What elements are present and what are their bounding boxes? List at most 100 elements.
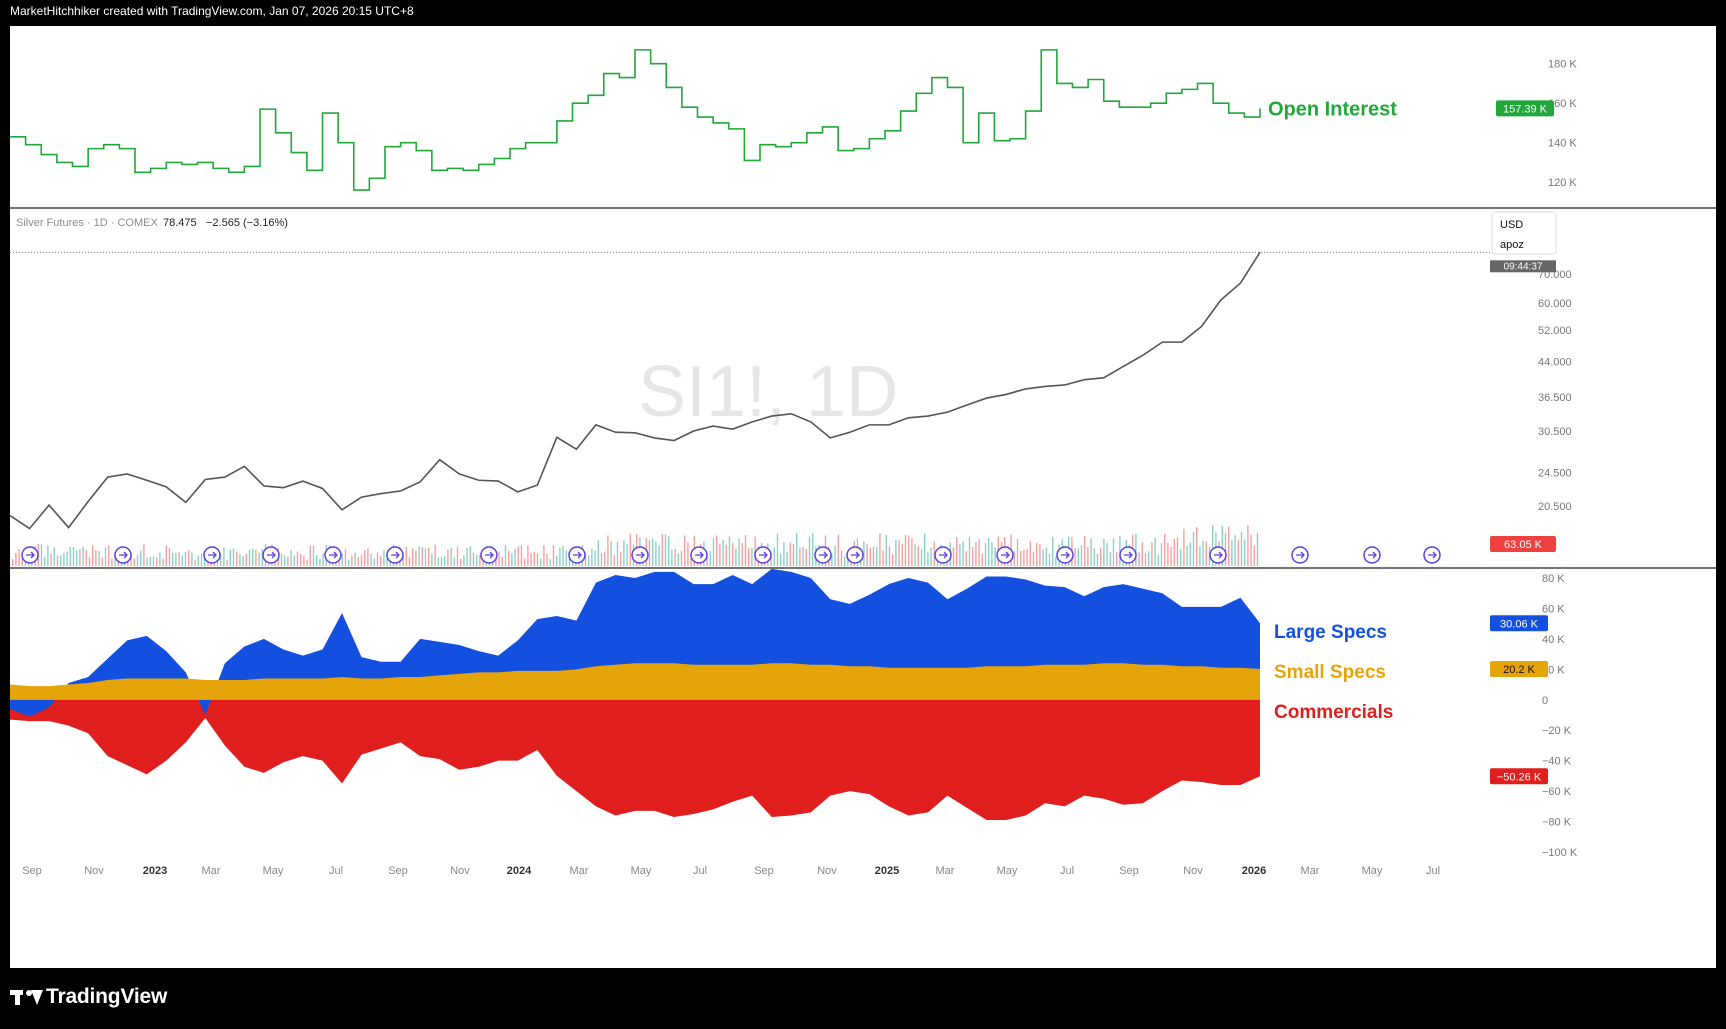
tradingview-logo[interactable]: TradingView	[10, 985, 167, 1009]
volume-bar	[738, 538, 740, 566]
volume-bar	[796, 533, 798, 566]
volume-bar	[66, 551, 68, 566]
volume-bar	[591, 548, 593, 566]
volume-bar	[284, 555, 286, 566]
cot-y-tick: −100 K	[1542, 847, 1578, 859]
volume-bar	[559, 547, 561, 566]
volume-bar	[959, 543, 961, 566]
volume-bar	[1052, 536, 1054, 566]
volume-bar	[1077, 548, 1079, 566]
volume-bar	[1148, 551, 1150, 566]
volume-bar	[255, 549, 257, 566]
volume-bar	[245, 553, 247, 566]
volume-bar	[1164, 533, 1166, 566]
volume-bar	[104, 547, 107, 566]
volume-bar	[671, 549, 673, 566]
volume-bar	[604, 551, 606, 566]
volume-bar	[962, 541, 964, 566]
volume-bar	[1090, 538, 1092, 566]
oi-y-tick: 140 K	[1548, 138, 1577, 150]
volume-bar	[184, 551, 187, 566]
volume-bar	[984, 543, 987, 566]
volume-bar	[1016, 539, 1019, 566]
volume-bar	[479, 554, 481, 566]
volume-bar	[834, 545, 836, 566]
volume-bar	[322, 553, 324, 566]
x-axis-tick: Jul	[693, 865, 707, 877]
volume-bar	[956, 537, 958, 566]
volume-bar	[149, 556, 151, 566]
volume-bar	[744, 534, 747, 566]
volume-bar	[69, 546, 71, 566]
volume-bar	[226, 559, 228, 566]
price-watermark: SI1!, 1D	[638, 352, 898, 432]
price-y-tick: 44.000	[1538, 357, 1572, 369]
volume-bar	[716, 535, 718, 566]
countdown-value: 09:44:37	[1504, 261, 1543, 272]
volume-bar	[620, 551, 622, 566]
volume-bar	[952, 547, 955, 566]
volume-bar	[812, 533, 814, 566]
volume-bar	[1144, 552, 1147, 566]
cot-last-badge	[1490, 661, 1548, 678]
roll-marker-arrow	[26, 551, 35, 559]
volume-bar	[341, 553, 343, 566]
volume-bar	[252, 548, 254, 566]
volume-bar	[88, 557, 91, 566]
volume-bar	[1189, 542, 1191, 566]
volume-bar	[1096, 554, 1099, 566]
volume-last-value: 63.05 K	[1504, 539, 1543, 551]
volume-bar	[1116, 551, 1118, 566]
header-caption: MarketHitchhiker created with TradingVie…	[10, 4, 414, 18]
volume-bar	[136, 555, 139, 566]
roll-marker-arrow	[1368, 551, 1377, 559]
volume-bar	[511, 553, 513, 566]
volume-bar	[92, 545, 94, 566]
volume-bar	[981, 553, 983, 566]
volume-bar	[1196, 527, 1198, 566]
roll-marker-arrow	[1296, 551, 1305, 559]
chart-canvas[interactable]: 180 K 160 K 140 K 120 K 157.39 K Open Interes…	[10, 26, 1716, 968]
volume-bar	[1055, 556, 1057, 566]
volume-bar	[584, 553, 587, 566]
volume-bar	[978, 539, 980, 566]
volume-bar	[175, 552, 177, 566]
volume-bar	[933, 541, 935, 566]
volume-bar	[1247, 525, 1249, 566]
volume-bar	[47, 545, 49, 566]
volume-bar	[901, 544, 903, 566]
volume-bar	[431, 553, 433, 566]
volume-bar	[1167, 542, 1169, 566]
volume-bar	[1084, 535, 1086, 566]
commercials-area	[10, 699, 1260, 821]
volume-bar	[751, 547, 753, 566]
x-axis-tick: Jul	[329, 865, 343, 877]
volume-bar	[914, 544, 916, 566]
volume-bar	[975, 542, 977, 566]
volume-bar	[236, 552, 238, 566]
oi-last-value-badge	[1496, 100, 1554, 117]
volume-bar	[735, 548, 737, 566]
volume-bar	[15, 552, 17, 566]
volume-bar	[536, 553, 539, 566]
x-axis-tick: Jul	[1426, 865, 1440, 877]
volume-bar	[309, 545, 311, 566]
volume-bar	[616, 541, 619, 566]
volume-bar	[972, 547, 974, 566]
volume-bar	[610, 540, 612, 566]
volume-bar	[712, 538, 715, 566]
volume-bar	[1039, 544, 1041, 566]
volume-bar	[1244, 539, 1246, 566]
roll-marker-arrow	[267, 551, 276, 559]
roll-marker-arrow	[851, 551, 860, 559]
volume-bar	[786, 551, 788, 566]
volume-bar	[872, 546, 875, 566]
open-interest-line	[10, 49, 1261, 191]
volume-bar	[440, 557, 443, 566]
volume-bar	[1199, 546, 1201, 566]
volume-bar	[770, 553, 772, 566]
volume-bar	[1135, 533, 1137, 566]
volume-bar	[98, 551, 100, 566]
volume-bar	[1151, 542, 1153, 566]
volume-bar	[648, 540, 651, 566]
